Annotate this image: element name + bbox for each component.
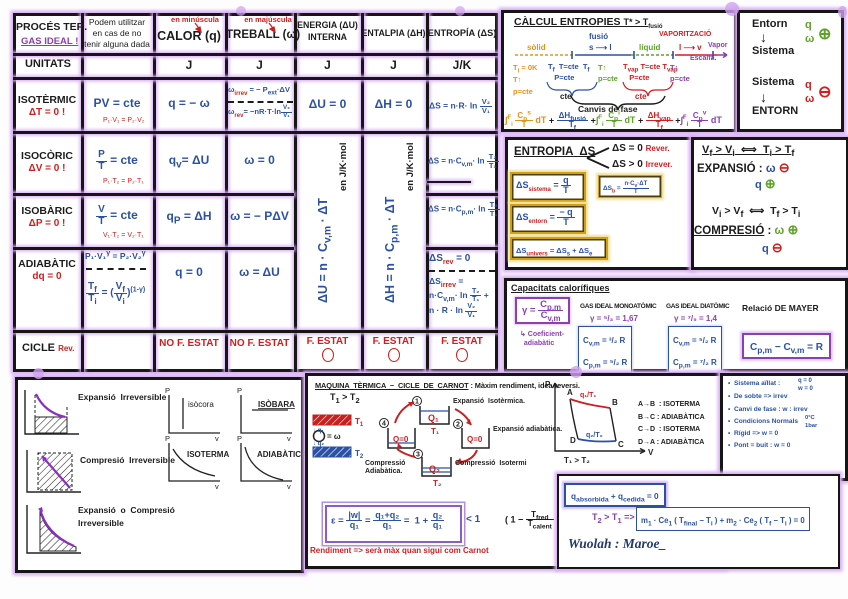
svg-text:Q=0: Q=0: [467, 435, 483, 444]
svg-text:l ⟶ v: l ⟶ v: [679, 43, 702, 52]
svg-text:v: v: [287, 482, 291, 491]
svg-text:= ω: = ω: [327, 432, 341, 441]
svg-text:s ⟶ l: s ⟶ l: [589, 43, 612, 52]
svg-text:Compressió Isotermi: Compressió Isotermi: [455, 460, 527, 467]
svg-text:D: D: [570, 436, 576, 445]
svg-text:T₁ > T₂: T₁ > T₂: [564, 456, 590, 465]
svg-text:P: P: [165, 434, 170, 443]
svg-text:q₂/T₂: q₂/T₂: [586, 432, 603, 439]
svg-text:P: P: [545, 380, 551, 389]
svg-text:B: B: [612, 398, 618, 407]
svg-text:ISÒBARA: ISÒBARA: [258, 400, 295, 409]
svg-text:P: P: [237, 434, 242, 443]
svg-text:VAPORITZACIÓ: VAPORITZACIÓ: [659, 29, 712, 38]
svg-text:P: P: [165, 386, 170, 395]
svg-text:3: 3: [416, 452, 420, 459]
svg-text:T1: T1: [355, 417, 364, 428]
svg-text:A: A: [567, 388, 573, 397]
svg-text:T₁: T₁: [431, 427, 440, 436]
svg-text:Expansió adiabàtica.: Expansió adiabàtica.: [493, 426, 562, 433]
svg-text:Q₁: Q₁: [428, 413, 439, 423]
svg-text:P: P: [237, 386, 242, 395]
svg-text:Q=0: Q=0: [393, 435, 409, 444]
svg-text:Q₂: Q₂: [429, 464, 440, 474]
svg-text:1: 1: [415, 399, 419, 406]
svg-text:líquid: líquid: [639, 43, 660, 52]
svg-text:fusió: fusió: [589, 32, 608, 41]
svg-text:v: v: [215, 434, 219, 443]
svg-text:q₁/T₁: q₁/T₁: [580, 392, 596, 399]
svg-text:4: 4: [382, 421, 386, 428]
svg-text:v: v: [215, 482, 219, 491]
svg-text:v: v: [287, 434, 291, 443]
svg-text:V: V: [648, 448, 654, 457]
svg-text:T₂: T₂: [433, 479, 442, 488]
svg-text:sòlid: sòlid: [527, 43, 546, 52]
svg-text:ADIABÀTICA: ADIABÀTICA: [257, 450, 307, 459]
svg-text:C: C: [618, 440, 624, 449]
svg-text:Expansió Isotèrmica.: Expansió Isotèrmica.: [453, 398, 525, 405]
svg-text:isòcora: isòcora: [188, 400, 214, 409]
svg-text:↓ q₁: ↓ q₁: [313, 428, 324, 434]
svg-text:Compressió: Compressió: [365, 460, 405, 467]
svg-text:T2: T2: [355, 449, 364, 460]
svg-text:Adiabàtica.: Adiabàtica.: [365, 468, 402, 475]
svg-text:↓ q₂: ↓ q₂: [313, 441, 324, 447]
svg-text:ISOTERMA: ISOTERMA: [187, 450, 229, 459]
svg-text:2: 2: [456, 422, 460, 429]
svg-text:Vapor: Vapor: [708, 42, 728, 49]
